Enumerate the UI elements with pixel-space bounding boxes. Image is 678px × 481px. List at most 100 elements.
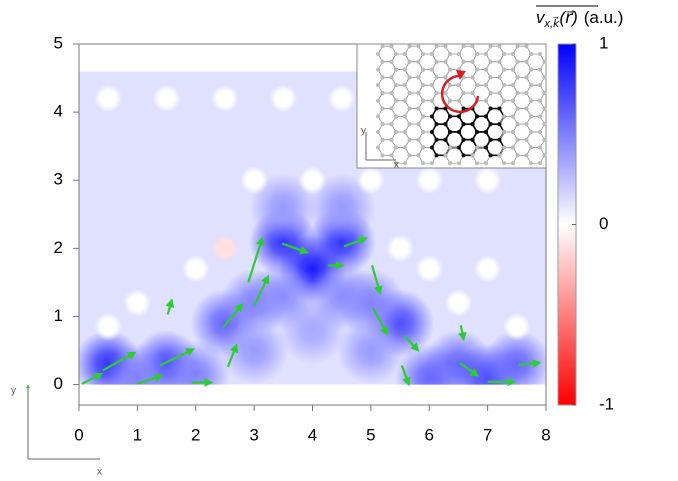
atom (430, 98, 434, 103)
atom (403, 52, 407, 56)
atom (380, 106, 385, 111)
atom (380, 153, 385, 158)
atom (484, 161, 488, 166)
atom (403, 145, 407, 150)
atom (443, 59, 448, 64)
atom (529, 67, 533, 72)
arrow (370, 265, 383, 295)
colorbar: -1 0 1 vx,k⃗(r⃗) (a.u.) (536, 5, 623, 413)
atom (470, 137, 475, 142)
y-tick-label: 4 (54, 102, 63, 121)
atom (515, 137, 520, 142)
indicator-y-label: y (11, 386, 16, 397)
field-spot (415, 254, 444, 283)
arrow (281, 242, 309, 255)
arrow (136, 373, 164, 385)
field-spot (444, 288, 473, 317)
field-spot (307, 173, 376, 242)
atom (461, 75, 466, 80)
atom (524, 59, 529, 64)
atom (542, 106, 547, 111)
atom (394, 52, 398, 56)
atom (376, 52, 380, 56)
atom (475, 67, 479, 72)
field-spot (152, 84, 181, 113)
atom (416, 153, 421, 158)
atom (407, 122, 412, 127)
atom (488, 153, 493, 158)
atom (416, 75, 421, 80)
atom (407, 59, 412, 64)
atom (461, 59, 466, 64)
arrow (226, 343, 239, 368)
arrow (403, 334, 420, 352)
atom (421, 145, 425, 150)
arrow (159, 348, 195, 367)
atom (416, 106, 421, 111)
atom (529, 129, 533, 134)
atom (461, 106, 466, 111)
atom (461, 90, 466, 95)
atom (475, 114, 479, 119)
field-spot (473, 254, 502, 283)
atom (403, 98, 407, 103)
atom (497, 90, 502, 95)
atom (443, 122, 448, 127)
atom (484, 145, 488, 150)
atom (403, 83, 407, 88)
atom (443, 90, 448, 95)
atom (497, 137, 502, 142)
atom (497, 106, 502, 111)
atom (529, 98, 533, 103)
x-tick-label: 3 (249, 425, 258, 444)
atom (416, 44, 421, 49)
atom (416, 90, 421, 95)
x-tick-label: 2 (191, 425, 200, 444)
atom (394, 114, 398, 119)
atom (380, 90, 385, 95)
atom (511, 161, 515, 166)
atom (484, 52, 488, 56)
field-spot (386, 234, 415, 263)
y-tick-label: 1 (54, 306, 63, 325)
field-spot (210, 84, 239, 113)
atom (403, 129, 407, 134)
y-tick-label: 2 (54, 238, 63, 257)
atom (488, 137, 493, 142)
arrow (165, 298, 175, 315)
atom (457, 52, 461, 56)
atom (430, 67, 434, 72)
atom (524, 44, 529, 49)
atom (497, 59, 502, 64)
atom (434, 122, 439, 127)
atom (515, 90, 520, 95)
atom (542, 122, 547, 127)
field-spot (269, 84, 298, 113)
atom (475, 83, 479, 88)
atom (461, 137, 466, 142)
atom (430, 145, 434, 150)
atom (502, 145, 506, 150)
atom (434, 90, 439, 95)
atom (542, 59, 547, 64)
atom (434, 106, 439, 111)
atom (511, 98, 515, 103)
atom (457, 161, 461, 166)
y-tick-label: 3 (54, 170, 63, 189)
atom (515, 153, 520, 158)
atom (461, 153, 466, 158)
atom (457, 98, 461, 103)
atom (421, 161, 425, 166)
y-tick-label: 0 (54, 374, 63, 393)
atom (448, 98, 452, 103)
arrow (400, 365, 411, 387)
atom (380, 44, 385, 49)
field-spot (327, 84, 356, 113)
atom (389, 153, 394, 158)
atom (538, 129, 542, 134)
atom (416, 59, 421, 64)
colorbar-tick-label: -1 (599, 394, 614, 413)
atom (488, 122, 493, 127)
colorbar-tick-label: 0 (599, 214, 608, 233)
atom (475, 129, 479, 134)
